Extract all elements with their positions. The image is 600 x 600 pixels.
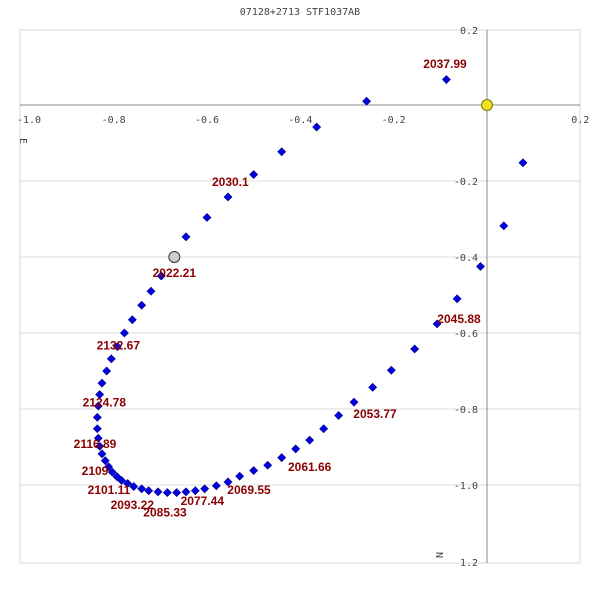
y-axis-letter: N (433, 552, 444, 558)
orbit-point (146, 286, 156, 296)
epoch-label: 2077.44 (181, 494, 225, 508)
orbit-point (93, 433, 103, 443)
orbit-point (112, 472, 122, 482)
orbit-point (106, 354, 116, 364)
orbit-point (100, 456, 110, 466)
orbit-point (476, 262, 485, 271)
y-tick-label: -0.6 (454, 329, 478, 340)
orbit-point (249, 466, 259, 475)
y-tick-label: -0.2 (454, 177, 478, 188)
orbit-point (92, 424, 102, 434)
x-tick-label: 0.2 (571, 115, 589, 126)
x-axis-letter: E (17, 138, 28, 144)
orbit-point (223, 192, 233, 202)
tick-labels: -1.0 -0.8 -0.6 -0.4 -0.2 0.2 0.2 -0.2 -0.4 -0.6 -0… (17, 26, 589, 569)
y-tick-label: -0.4 (454, 253, 478, 264)
marked-point (168, 251, 181, 263)
epoch-label: 2030.1 (212, 175, 249, 189)
orbit-point (93, 401, 103, 411)
x-tick-label: -1.0 (17, 115, 41, 126)
epoch-label: 2037.99 (423, 57, 467, 71)
orbit-point (223, 477, 233, 487)
orbit-point (211, 481, 221, 491)
x-tick-label: -0.8 (102, 115, 126, 126)
epoch-label: 2124.78 (83, 395, 127, 409)
orbit-point (181, 232, 191, 242)
plot-frame (19, 29, 581, 564)
y-tick-label: -0.8 (454, 405, 478, 416)
orbit-point (107, 467, 117, 477)
orbit-point (95, 390, 105, 399)
orbit-point (441, 75, 451, 84)
epoch-label: 2022.21 (153, 266, 197, 280)
epoch-label: 2069.55 (227, 483, 271, 497)
orbit-point (518, 158, 528, 168)
orbit-point (92, 412, 102, 422)
y-tick-label: 0.2 (460, 26, 478, 37)
orbit-point (349, 397, 359, 407)
orbit-point (137, 300, 147, 310)
data-points (92, 75, 528, 498)
orbit-point (181, 487, 191, 497)
orbit-point (362, 96, 372, 106)
orbit-point (112, 342, 122, 352)
orbit-point (368, 382, 378, 392)
orbit-point (104, 462, 113, 472)
primary-star (481, 99, 493, 111)
orbit-point (235, 471, 245, 481)
chart-title: 07128+2713 STF1037AB (239, 7, 361, 18)
epoch-label: 2101.11 (88, 483, 131, 497)
y-tick-label: 1.2 (460, 558, 478, 569)
epoch-label: 2045.88 (437, 312, 481, 326)
orbit-point (452, 294, 462, 304)
orbit-point (97, 378, 107, 388)
orbit-point (102, 366, 112, 376)
epoch-label: 2093.22 (111, 498, 155, 512)
x-tick-label: -0.4 (288, 115, 312, 126)
orbit-point (162, 488, 172, 498)
epoch-labels: 2037.99 2030.1 2022.21 2045.88 2132.67 2124.7… (74, 57, 481, 519)
orbit-point (305, 435, 315, 445)
orbit-point (249, 170, 259, 179)
orbit-point (334, 411, 344, 420)
orbit-point (200, 484, 210, 494)
orbit-point (172, 488, 182, 498)
orbit-point (95, 441, 105, 451)
orbit-point (117, 476, 127, 485)
orbit-point (190, 486, 200, 496)
orbit-point (144, 486, 154, 496)
orbit-point (386, 365, 396, 375)
orbit-point (312, 122, 322, 132)
epoch-label: 2061.66 (288, 460, 332, 474)
orbit-point (153, 487, 163, 497)
orbit-point (277, 453, 287, 463)
epoch-label: 2132.67 (97, 338, 141, 352)
orbit-point (410, 344, 420, 354)
orbit-point (499, 221, 509, 231)
orbit-point (291, 444, 301, 454)
orbit-point (119, 328, 129, 338)
y-tick-label: -1.0 (454, 481, 478, 492)
orbit-point (137, 484, 147, 494)
orbit-point (432, 319, 442, 329)
orbit-point (127, 315, 137, 325)
x-tick-label: -0.2 (382, 115, 406, 126)
orbit-point (156, 271, 166, 281)
orbit-point (97, 449, 107, 459)
orbit-point (129, 482, 139, 491)
epoch-label: 2109 (82, 464, 109, 478)
orbit-point (263, 460, 273, 470)
x-tick-label: -0.6 (195, 115, 219, 126)
epoch-label: 2085.33 (143, 506, 187, 520)
orbit-point (123, 479, 133, 488)
orbit-point (319, 424, 329, 434)
epoch-label: 2053.77 (353, 407, 397, 421)
epoch-label: 2116.89 (74, 437, 117, 451)
orbit-point (202, 213, 212, 222)
orbit-point (277, 147, 287, 157)
